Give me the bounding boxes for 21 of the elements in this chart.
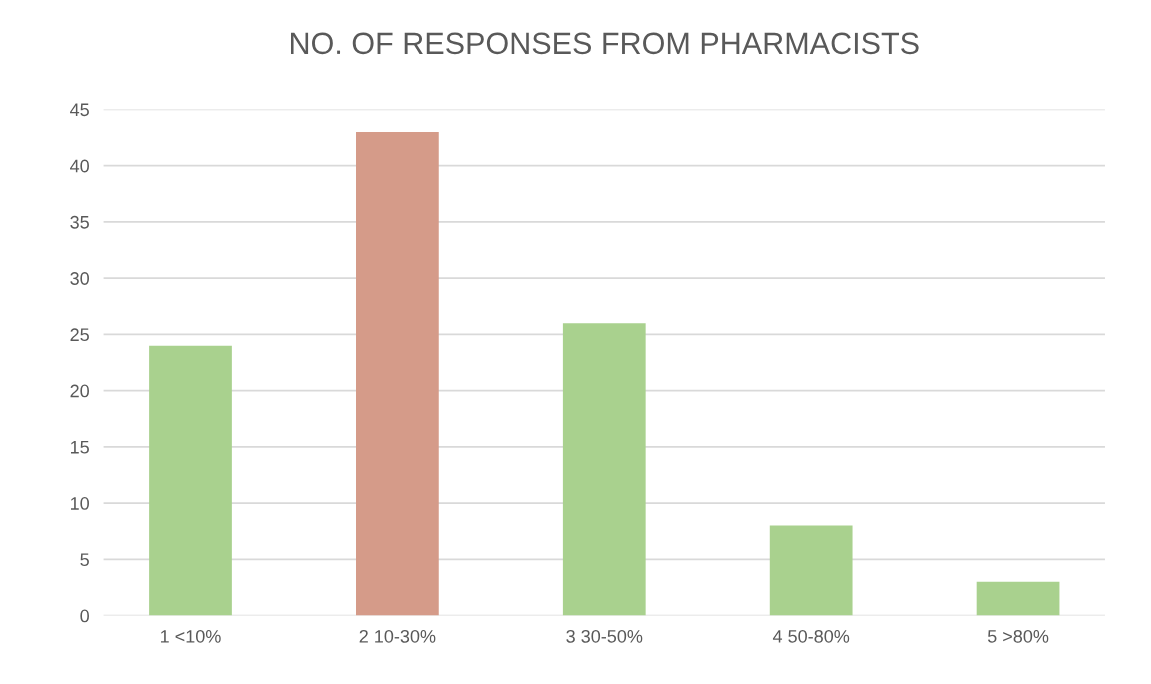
bar <box>356 131 439 616</box>
y-tick-label: 35 <box>70 215 89 229</box>
chart-title: NO. OF RESPONSES FROM PHARMACISTS <box>291 32 919 55</box>
y-tick-label: 30 <box>70 272 89 285</box>
x-tick-label: 4 50-80% <box>772 629 850 643</box>
x-tick-label: 3 30-50% <box>566 629 643 643</box>
y-tick-label: 25 <box>70 328 89 342</box>
x-tick-label: 5 >80% <box>987 629 1049 643</box>
x-tick-label: 1 <10% <box>160 629 221 643</box>
x-tick-label: 2 10-30% <box>359 629 436 643</box>
bar <box>149 345 232 616</box>
y-tick-label: 10 <box>71 497 89 510</box>
y-tick-label: 45 <box>70 103 89 117</box>
bar <box>562 323 646 616</box>
y-tick-label: 20 <box>70 384 89 398</box>
y-tick-label: 5 <box>80 553 89 567</box>
y-tick-label: 0 <box>80 609 89 623</box>
y-tick-label: 40 <box>70 159 89 173</box>
bar <box>976 581 1060 616</box>
y-tick-label: 15 <box>71 441 89 454</box>
bar <box>769 525 853 616</box>
